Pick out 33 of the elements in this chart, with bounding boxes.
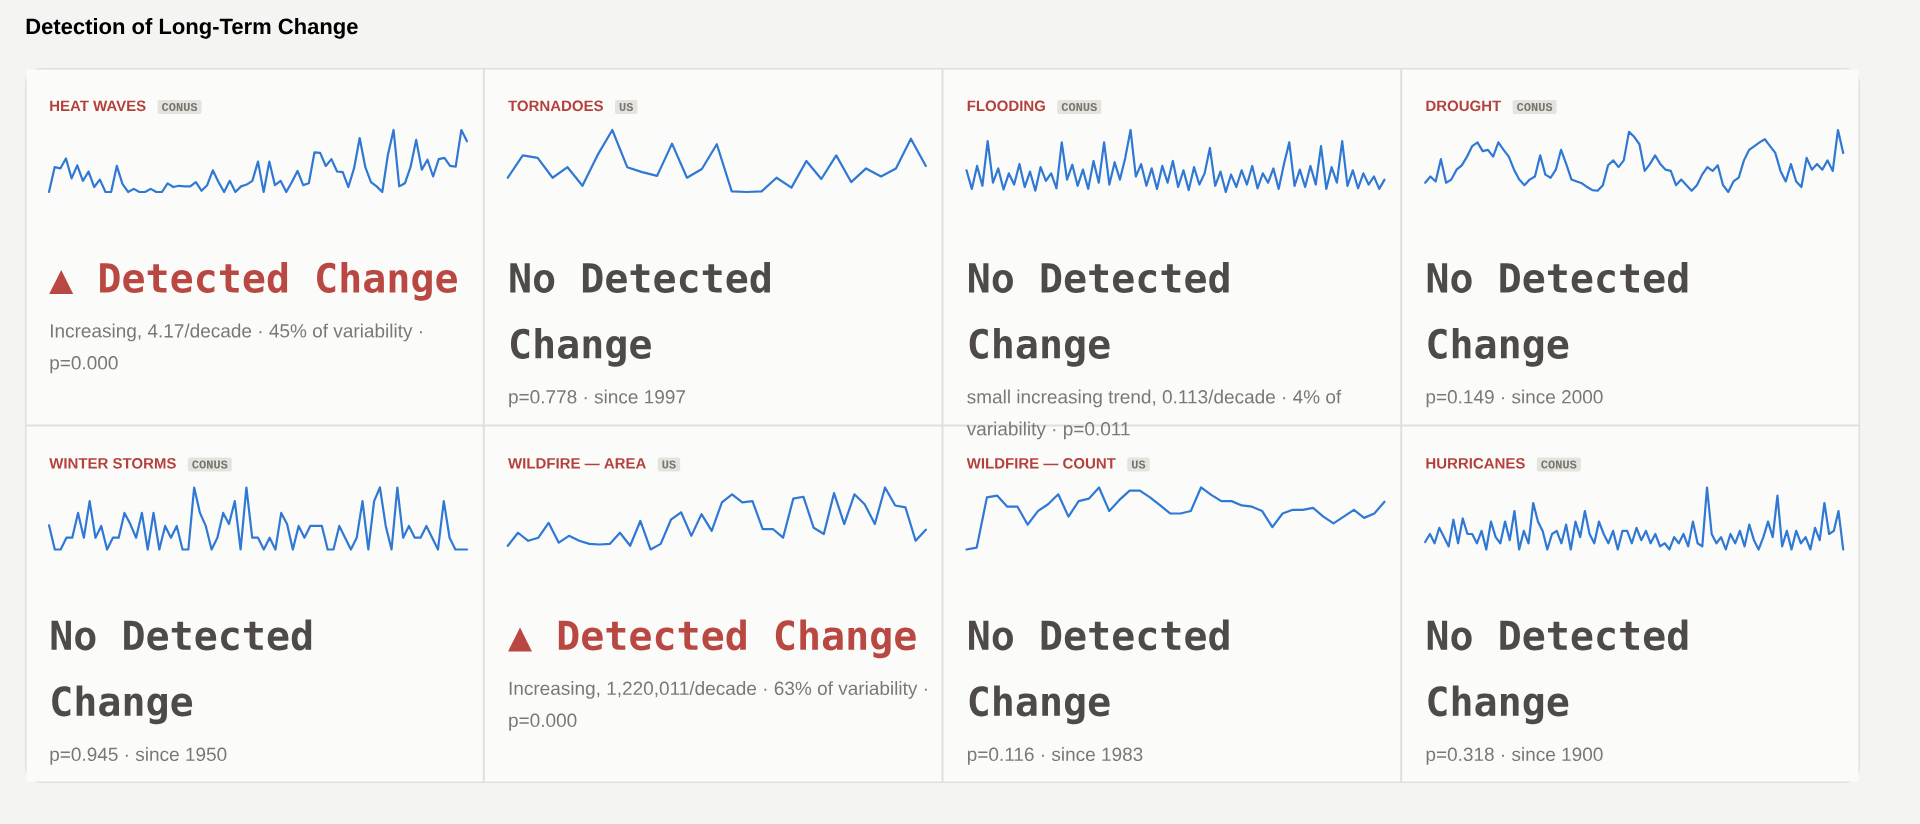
chart-title: HEAT WAVES	[50, 100, 146, 112]
text: p=0.778 · since 1997	[509, 389, 686, 408]
chart-subtitle: US	[619, 102, 633, 112]
text: No Detected Change	[969, 262, 1229, 367]
chart-subtitle: CONUS	[162, 102, 198, 112]
chart-title: TORNADOES	[508, 100, 603, 112]
chart-subtitle: CONUS	[1541, 460, 1577, 469]
text: p=0.318 · since 1900	[1426, 747, 1603, 765]
text: p=0.116 · since 1983	[967, 747, 1143, 765]
chart-subtitle: CONUS	[1061, 102, 1097, 112]
chart-title: WINTER STORMS	[49, 458, 176, 469]
text: No Detected Change	[969, 619, 1229, 725]
text: Increasing, 1,220,011/decade · 63% of variability · p=0.000	[509, 681, 927, 731]
text: No Detected Change	[51, 619, 312, 725]
text: No Detected Change	[1427, 262, 1688, 367]
text: No Detected Change	[1427, 619, 1688, 725]
text: Detection of Long-Term Change	[26, 18, 358, 39]
text: Increasing, 4.17/decade · 45% of variability · p=0.000	[50, 323, 422, 374]
chart-title: WILDFIRE — COUNT	[966, 458, 1116, 469]
text: small increasing trend, 0.113/decade · 4% of variability · p=0.011	[966, 389, 1342, 440]
chart-subtitle: CONUS	[192, 460, 228, 469]
text: p=0.149 · since 2000	[1426, 389, 1603, 408]
chart-subtitle: CONUS	[1517, 102, 1553, 112]
text: p=0.945 · since 1950	[50, 747, 227, 765]
chart-subtitle: US	[662, 460, 676, 469]
text: ▲ Detected Change	[508, 619, 916, 659]
chart-title: FLOODING	[967, 100, 1045, 112]
text: ▲ Detected Change	[49, 262, 457, 301]
chart-title: HURRICANES	[1426, 458, 1525, 469]
text: No Detected Change	[510, 262, 770, 367]
chart-title: DROUGHT	[1426, 100, 1502, 112]
chart-title: WILDFIRE — AREA	[508, 458, 646, 469]
chart-subtitle: US	[1132, 460, 1146, 469]
